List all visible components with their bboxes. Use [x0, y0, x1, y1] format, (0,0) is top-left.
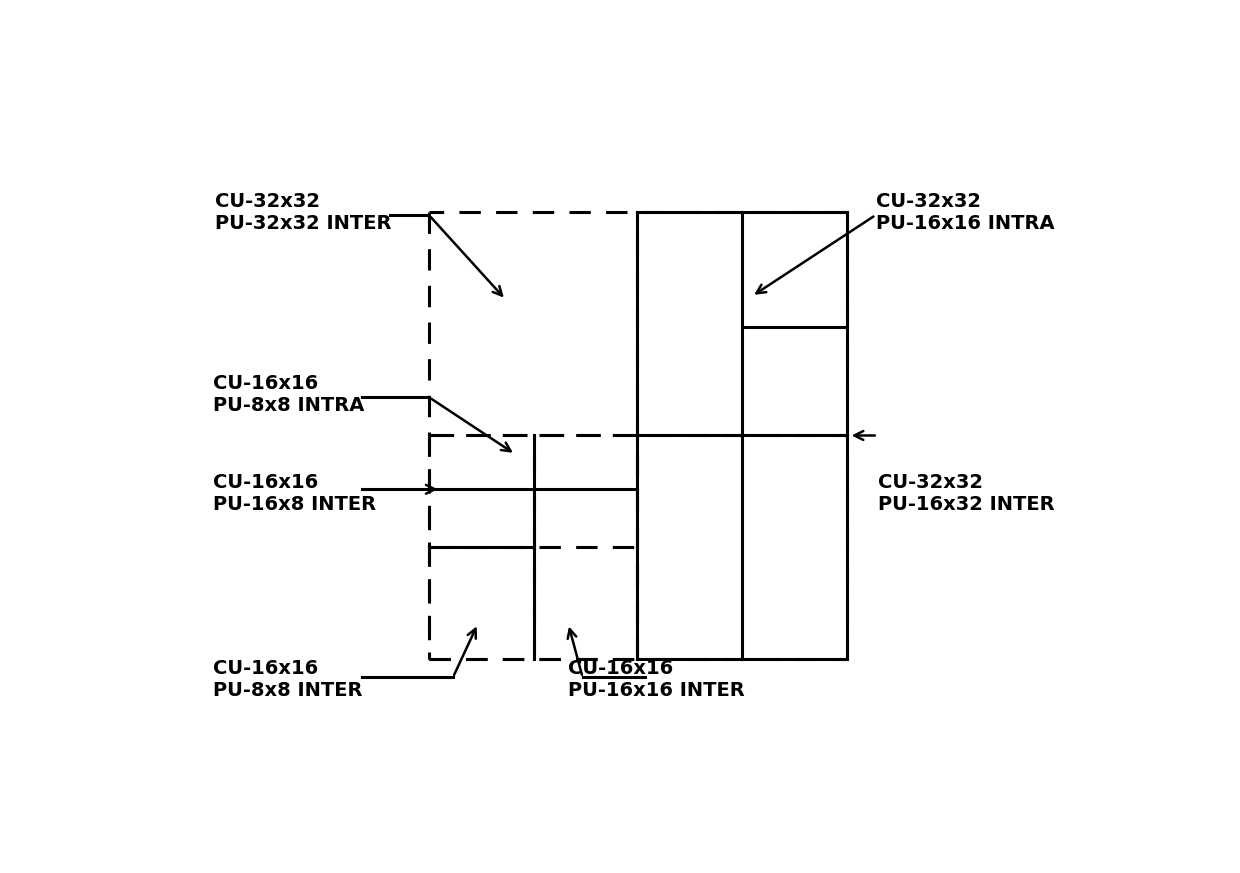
Text: CU-32x32
PU-16x32 INTER: CU-32x32 PU-16x32 INTER — [878, 473, 1054, 514]
Text: CU-16x16
PU-16x16 INTER: CU-16x16 PU-16x16 INTER — [568, 659, 745, 700]
Text: CU-16x16
PU-8x8 INTER: CU-16x16 PU-8x8 INTER — [213, 659, 362, 700]
Text: CU-16x16
PU-8x8 INTRA: CU-16x16 PU-8x8 INTRA — [213, 374, 365, 415]
Text: CU-16x16
PU-16x8 INTER: CU-16x16 PU-16x8 INTER — [213, 473, 376, 514]
Text: CU-32x32
PU-16x16 INTRA: CU-32x32 PU-16x16 INTRA — [875, 192, 1054, 233]
Text: CU-32x32
PU-32x32 INTER: CU-32x32 PU-32x32 INTER — [215, 192, 391, 233]
